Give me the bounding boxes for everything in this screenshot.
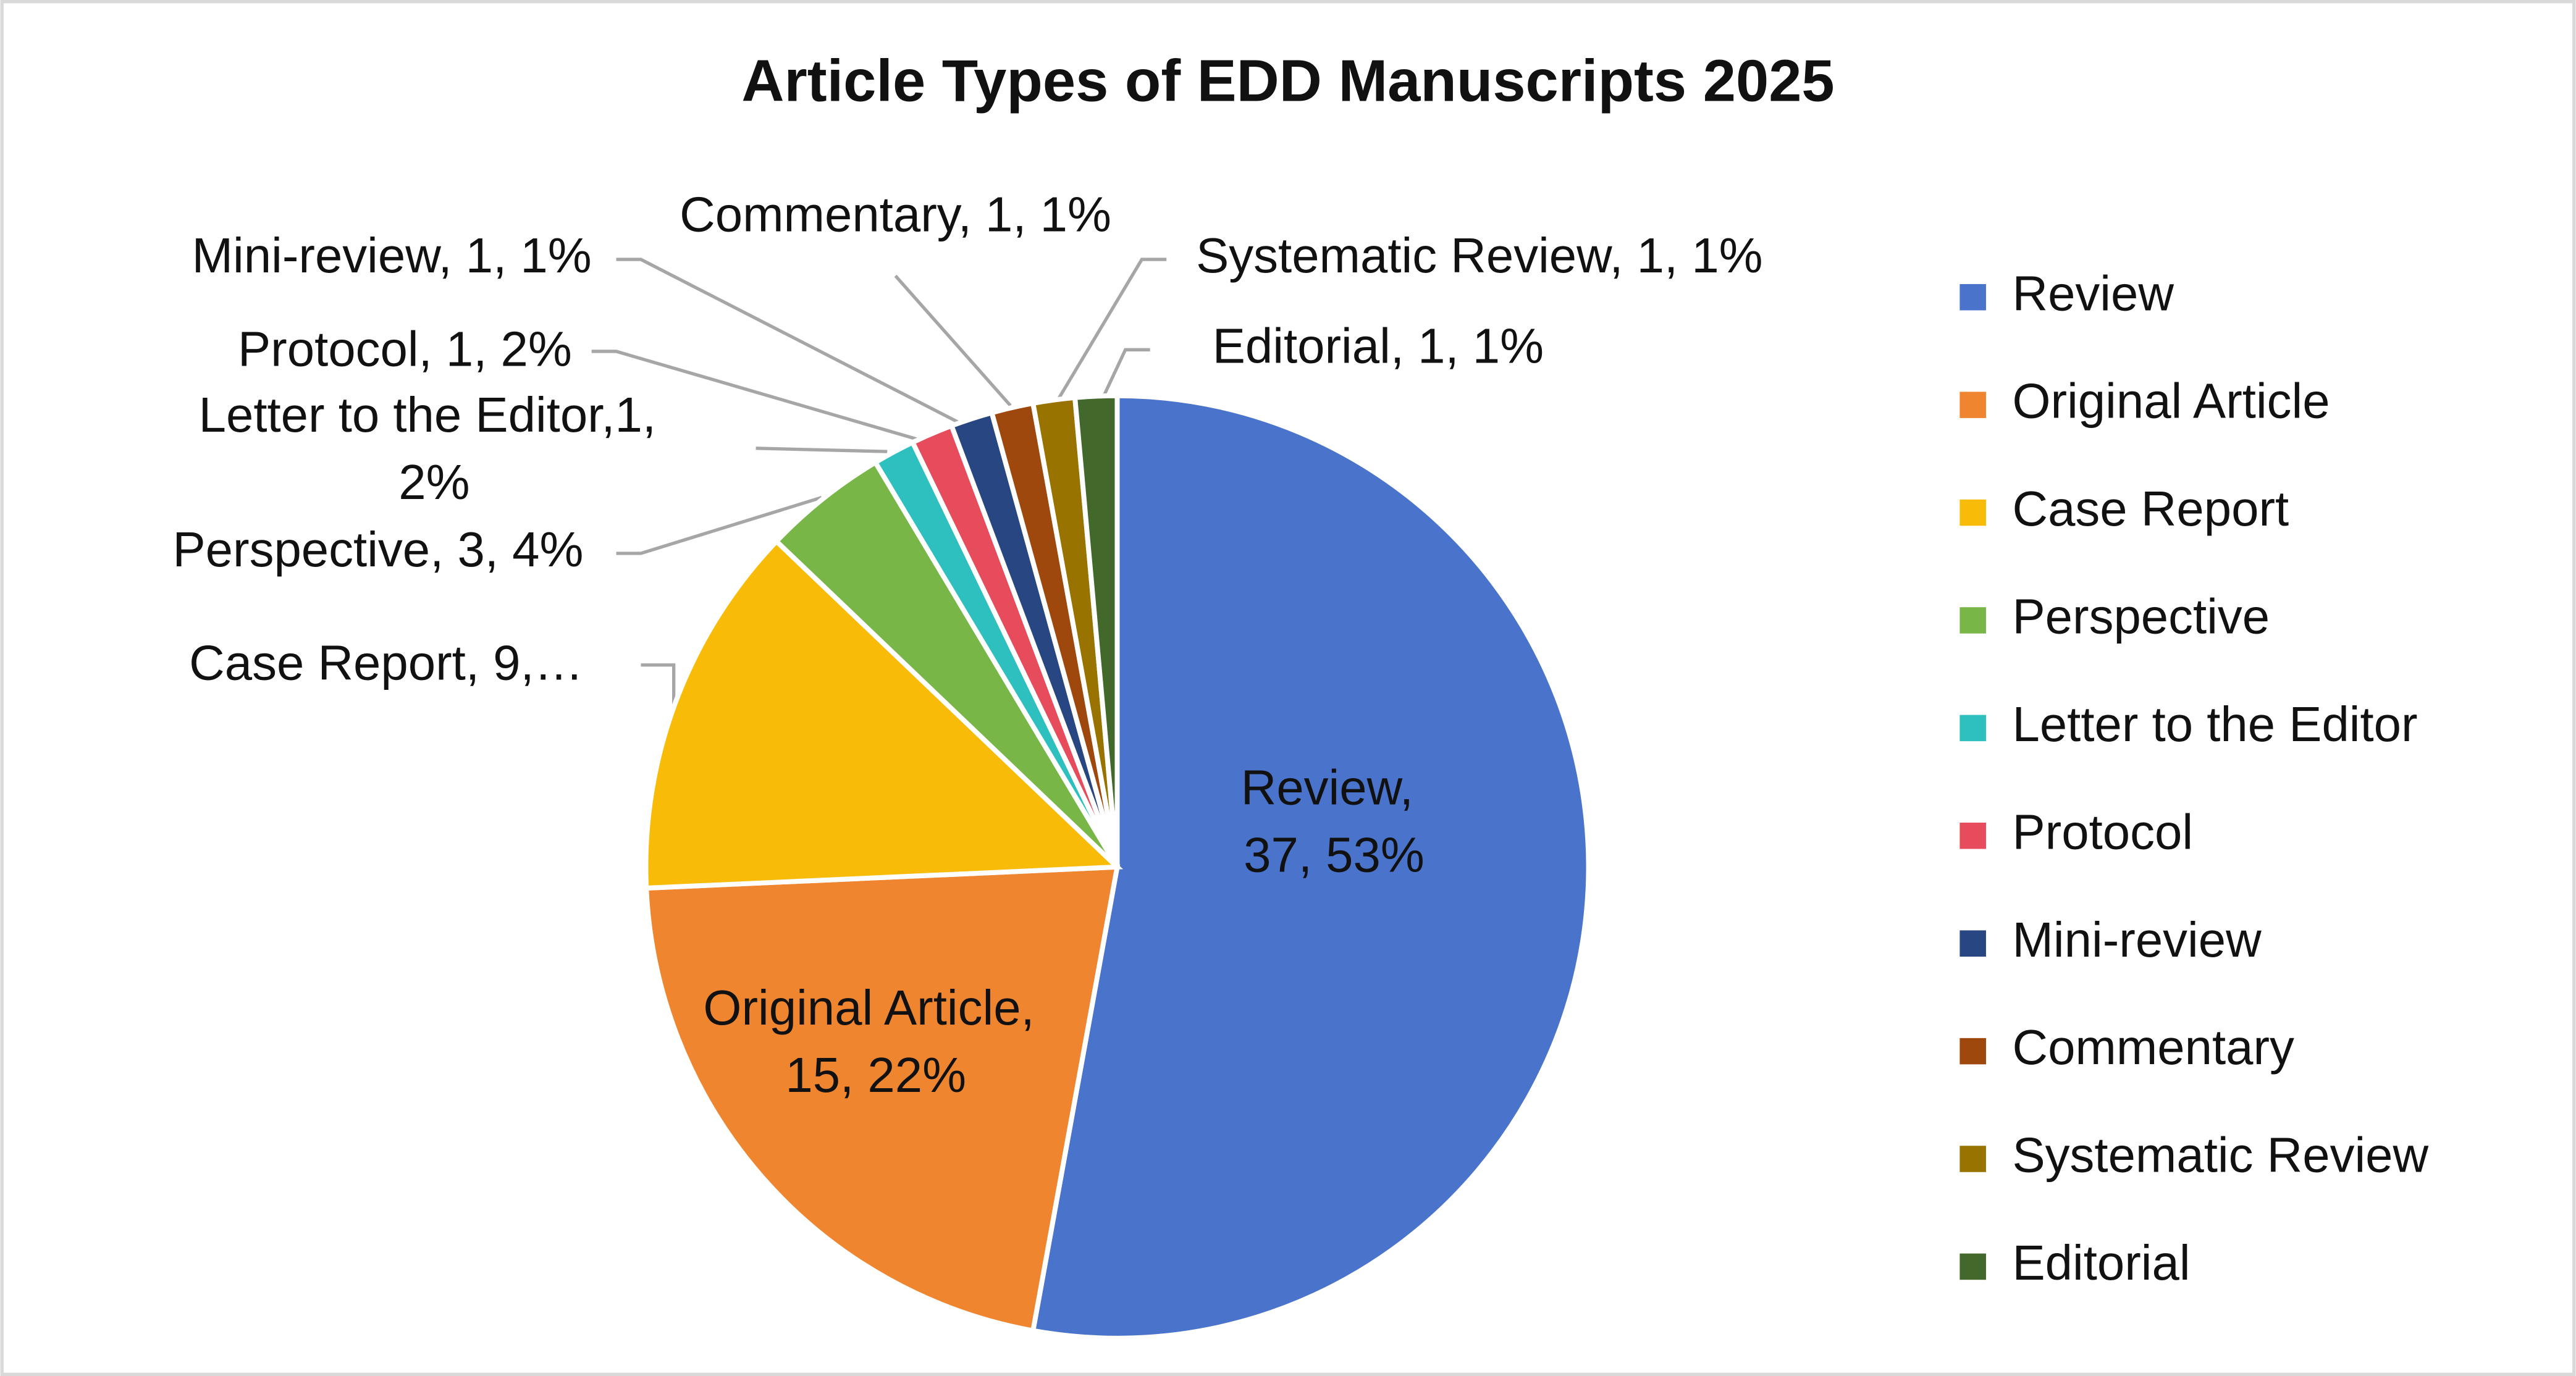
data-label: Mini-review, 1, 1% — [192, 228, 592, 283]
legend-swatch — [1959, 823, 1986, 849]
data-label: Original Article, 15, 22% — [703, 980, 1048, 1102]
legend-label: Mini-review — [2012, 912, 2262, 967]
pie-slice — [643, 537, 1123, 891]
legend-swatch — [1959, 715, 1986, 742]
legend-label: Protocol — [2012, 804, 2193, 859]
data-label: Commentary, 1, 1% — [680, 187, 1111, 242]
pie-slice — [1030, 393, 1591, 1341]
legend-swatch — [1959, 1146, 1986, 1172]
data-label: Review, 37, 53% — [1241, 760, 1427, 883]
legend-label: Letter to the Editor — [2012, 697, 2417, 752]
data-label: Letter to the Editor,1, 2% — [199, 387, 656, 510]
legend-label: Commentary — [2012, 1020, 2294, 1075]
legend-swatch — [1959, 1253, 1986, 1280]
legend-label: Perspective — [2012, 589, 2270, 644]
legend-swatch — [1959, 930, 1986, 957]
legend-label: Systematic Review — [2012, 1128, 2428, 1183]
data-label: Systematic Review, 1, 1% — [1196, 228, 1762, 283]
legend-label: Original Article — [2012, 374, 2330, 429]
data-label: Editorial, 1, 1% — [1213, 318, 1544, 373]
pie-slice — [644, 864, 1121, 1334]
data-label: Protocol, 1, 2% — [238, 322, 572, 377]
leaders — [591, 258, 1167, 707]
legend-swatch — [1959, 1038, 1986, 1065]
data-label: Perspective, 3, 4% — [172, 522, 583, 577]
data-label: Case Report, 9,… — [189, 635, 583, 690]
legend-swatch — [1959, 283, 1986, 311]
legend-swatch — [1959, 392, 1986, 418]
legend-label: Editorial — [2012, 1235, 2190, 1290]
legend-swatch — [1959, 607, 1986, 634]
legend-label: Review — [2012, 266, 2174, 321]
pie-slice — [1072, 393, 1120, 868]
legend-swatch — [1959, 499, 1986, 526]
chart-title: Article Types of EDD Manuscripts 2025 — [741, 48, 1834, 114]
legend-label: Case Report — [2012, 481, 2289, 536]
